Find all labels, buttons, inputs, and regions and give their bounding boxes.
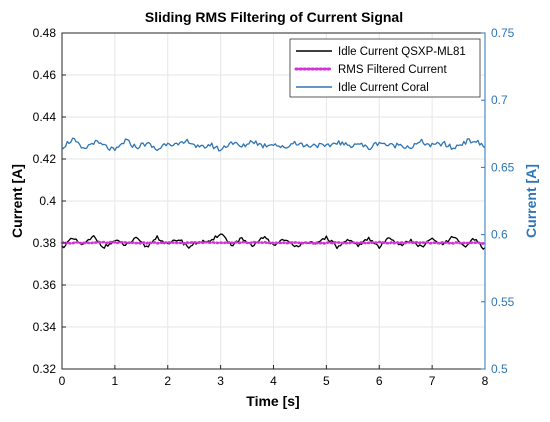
y-left-tick-label: 0.44 [33, 110, 57, 124]
y-right-tick-label: 0.5 [491, 362, 508, 376]
legend-label-qsxp: Idle Current QSXP-ML81 [338, 46, 466, 58]
series-line-1 [60, 240, 487, 245]
x-tick-label: 1 [112, 374, 119, 388]
y-left-tick-label: 0.38 [33, 236, 57, 250]
y-axis-left: 0.32 0.34 0.36 0.38 0.4 0.42 0.44 0.46 0.48 [33, 26, 66, 376]
y-left-tick-label: 0.32 [33, 362, 57, 376]
x-tick-label: 6 [376, 374, 383, 388]
y-right-tick-label: 0.7 [491, 93, 508, 107]
y-right-tick-label: 0.65 [491, 160, 515, 174]
x-tick-label: 7 [429, 374, 436, 388]
y-right-tick-label: 0.75 [491, 26, 515, 40]
series-layer [60, 137, 487, 250]
legend-label-rms: RMS Filtered Current [338, 64, 447, 76]
legend: Idle Current QSXP-ML81 RMS Filtered Curr… [289, 38, 481, 98]
chart-title: Sliding RMS Filtering of Current Signal [145, 9, 403, 25]
x-tick-label: 5 [323, 374, 330, 388]
y-axis-left-label: Current [A] [9, 164, 25, 238]
x-axis-label: Time [s] [246, 393, 299, 409]
series-line-2 [61, 137, 486, 152]
legend-label-coral: Idle Current Coral [338, 82, 429, 94]
x-tick-label: 4 [270, 374, 277, 388]
y-right-tick-label: 0.6 [491, 228, 508, 242]
y-axis-right: 0.5 0.55 0.6 0.65 0.7 0.75 [481, 26, 515, 376]
y-left-tick-label: 0.34 [33, 320, 57, 334]
y-left-tick-label: 0.36 [33, 278, 57, 292]
x-tick-label: 0 [59, 374, 66, 388]
y-left-tick-label: 0.46 [33, 68, 57, 82]
x-tick-label: 2 [164, 374, 171, 388]
y-left-tick-label: 0.4 [39, 194, 56, 208]
y-axis-right-label: Current [A] [523, 164, 539, 238]
y-right-tick-label: 0.55 [491, 295, 515, 309]
x-axis: 0 1 2 3 4 5 6 7 8 [59, 365, 489, 388]
y-left-tick-label: 0.48 [33, 26, 57, 40]
x-tick-label: 8 [482, 374, 489, 388]
y-left-tick-label: 0.42 [33, 152, 57, 166]
x-tick-label: 3 [217, 374, 224, 388]
